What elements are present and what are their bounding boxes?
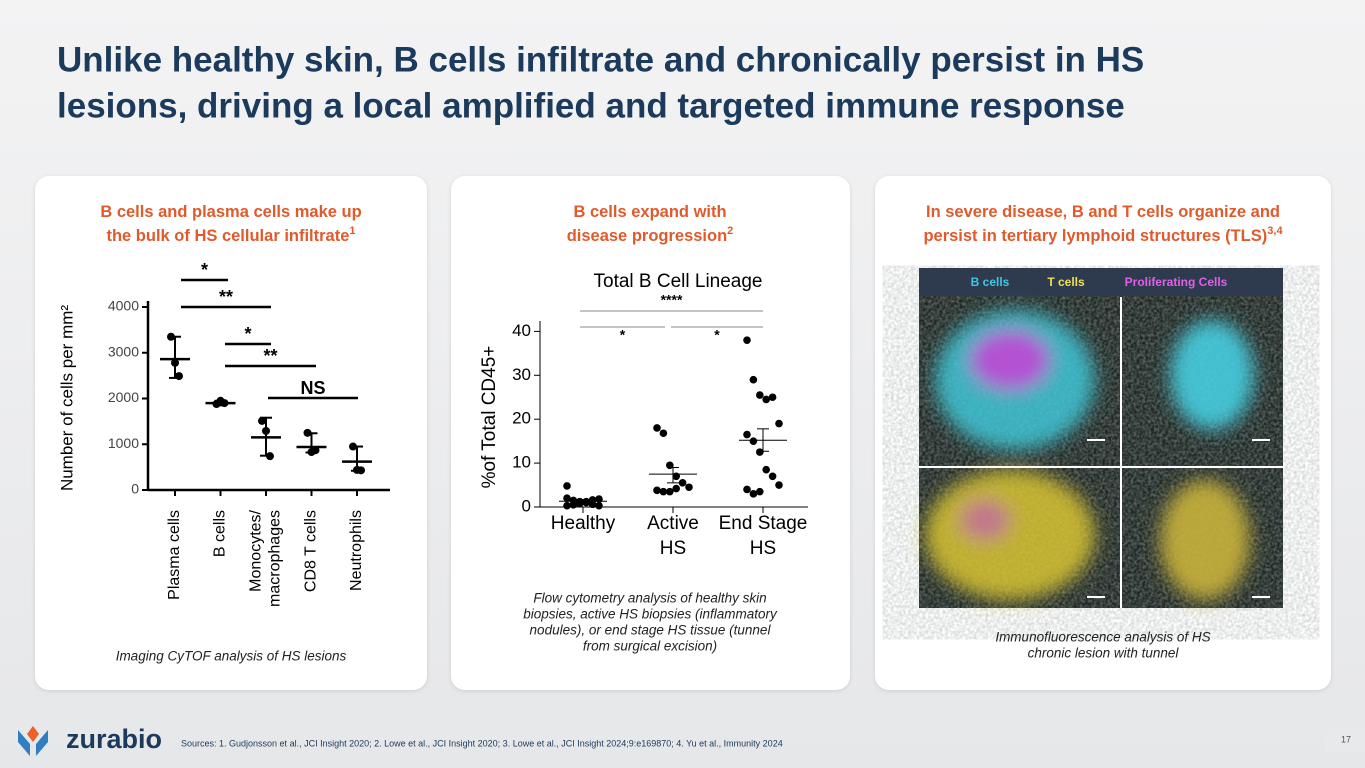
data-point <box>569 501 578 509</box>
data-point <box>659 487 668 496</box>
significance-label: * <box>620 327 626 343</box>
heading-text: disease progression <box>567 227 727 245</box>
heading-text: the bulk of HS cellular infiltrate <box>106 227 349 245</box>
data-point <box>563 501 571 510</box>
panel-heading: B cells expand with <box>573 203 726 221</box>
data-point <box>666 487 674 496</box>
y-tick-label: 2000 <box>108 389 139 405</box>
caption: Immunofluorescence analysis of HS <box>995 630 1210 645</box>
x-tick-label: macrophages <box>267 510 284 607</box>
data-point <box>653 424 661 432</box>
slide-title: Unlike healthy skin, B cells infiltrate … <box>57 40 1144 79</box>
y-axis-label: %of Total CD45+ <box>479 346 500 489</box>
data-point <box>659 429 668 438</box>
caption: nodules), or end stage HS tissue (tunnel <box>530 623 772 638</box>
y-tick-label: 0 <box>131 481 139 497</box>
image-legend: T cells <box>1047 275 1085 289</box>
data-point <box>756 448 764 456</box>
x-tick-label: Healthy <box>551 513 616 534</box>
panel-heading: In severe disease, B and T cells organiz… <box>926 203 1280 221</box>
card <box>451 176 850 690</box>
caption: chronic lesion with tunnel <box>1028 646 1180 661</box>
data-point <box>775 419 783 428</box>
data-point <box>756 487 764 496</box>
caption: Imaging CyTOF analysis of HS lesions <box>116 649 347 664</box>
significance-label: * <box>244 324 251 344</box>
y-axis-label: Number of cells per mm² <box>57 305 76 491</box>
image-legend: B cells <box>971 275 1010 289</box>
panel-heading: the bulk of HS cellular infiltrate1 <box>106 225 355 245</box>
data-point <box>743 485 751 494</box>
data-point <box>756 391 764 399</box>
y-tick-label: 20 <box>512 409 531 428</box>
page-box <box>1326 727 1365 753</box>
data-point <box>595 501 603 510</box>
significance-label: NS <box>300 378 325 398</box>
heading-ref: 1 <box>349 225 355 237</box>
data-point <box>762 465 770 474</box>
heading-ref: 2 <box>727 225 733 237</box>
data-point <box>672 484 680 493</box>
data-point <box>749 437 758 445</box>
x-tick-label: B cells <box>212 510 229 557</box>
panel-heading: persist in tertiary lymphoid structures … <box>923 225 1283 245</box>
significance-label: * <box>201 260 208 280</box>
x-tick-label: Plasma cells <box>166 510 183 600</box>
logo-mark <box>18 726 48 756</box>
data-point <box>749 490 758 498</box>
data-point <box>653 486 661 495</box>
heading-ref: 3,4 <box>1267 225 1283 237</box>
data-point <box>685 483 693 492</box>
data-point <box>749 375 758 384</box>
y-tick-label: 10 <box>512 453 531 472</box>
x-tick-label: Neutrophils <box>348 510 365 591</box>
significance-label: **** <box>661 292 683 308</box>
chart-title: Total B Cell Lineage <box>594 271 763 292</box>
data-point <box>563 494 571 503</box>
x-tick-label: Active <box>647 513 699 534</box>
data-point <box>258 416 266 425</box>
y-tick-label: 30 <box>512 365 531 384</box>
caption: Flow cytometry analysis of healthy skin <box>533 591 766 606</box>
data-point <box>743 336 751 344</box>
heading-text: In severe disease, B and T cells organiz… <box>926 203 1280 221</box>
y-tick-label: 4000 <box>108 298 139 314</box>
page-number: 17 <box>1341 734 1351 744</box>
significance-label: * <box>714 327 720 343</box>
panel-heading: B cells and plasma cells make up <box>100 203 361 221</box>
x-tick-label: Monocytes/ <box>248 509 265 591</box>
y-tick-label: 40 <box>512 321 531 340</box>
sources: Sources: 1. Gudjonsson et al., JCI Insig… <box>181 738 783 748</box>
logo-text: zurabio <box>66 724 162 754</box>
slide-title: lesions, driving a local amplified and t… <box>57 86 1125 125</box>
data-point <box>588 496 597 504</box>
microscopy-image: B cells T cells Proliferating Cells <box>919 268 1283 608</box>
caption: biopsies, active HS biopsies (inflammato… <box>523 607 778 622</box>
data-point <box>743 430 751 439</box>
data-point <box>678 479 687 487</box>
x-tick-label: HS <box>750 538 776 559</box>
heading-text: persist in tertiary lymphoid structures … <box>923 227 1267 245</box>
caption: from surgical excision) <box>583 639 717 654</box>
y-tick-label: 3000 <box>108 343 139 359</box>
heading-text: B cells expand with <box>573 203 726 221</box>
data-point <box>768 472 777 481</box>
x-tick-label: CD8 T cells <box>303 510 320 592</box>
x-tick-label: End Stage <box>719 513 808 534</box>
card <box>35 176 427 690</box>
data-point <box>775 481 783 489</box>
data-point <box>768 393 777 402</box>
y-tick-label: 0 <box>522 496 531 515</box>
image-legend: Proliferating Cells <box>1125 275 1228 289</box>
x-tick-label: HS <box>660 538 686 559</box>
data-point <box>563 482 571 490</box>
significance-label: ** <box>263 346 277 366</box>
panel-heading: disease progression2 <box>567 225 734 245</box>
data-point <box>762 395 770 404</box>
significance-label: ** <box>219 287 233 307</box>
heading-text: B cells and plasma cells make up <box>100 203 361 221</box>
y-tick-label: 1000 <box>108 435 139 451</box>
